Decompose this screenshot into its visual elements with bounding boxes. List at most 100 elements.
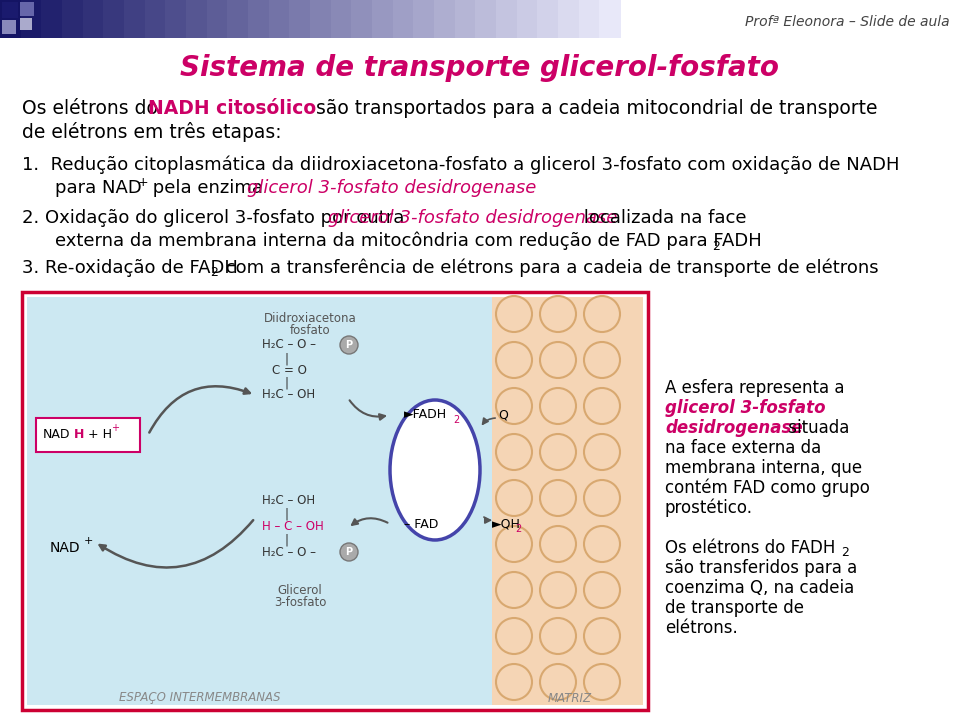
Text: externa da membrana interna da mitocôndria com redução de FAD para FADH: externa da membrana interna da mitocôndr… [55, 232, 761, 250]
Bar [206, 0, 228, 38]
Bar [289, 0, 311, 38]
Bar [41, 0, 63, 38]
Text: membrana interna, que: membrana interna, que [665, 459, 862, 477]
Text: fosfato: fosfato [290, 324, 330, 336]
Text: na face externa da: na face externa da [665, 439, 821, 457]
Text: 3-fosfato: 3-fosfato [274, 595, 326, 608]
Text: Diidroxiacetona: Diidroxiacetona [264, 311, 356, 325]
Bar [62, 0, 84, 38]
Text: H₂C – O –: H₂C – O – [262, 338, 320, 351]
Circle shape [496, 618, 532, 654]
Text: P: P [346, 547, 352, 557]
Text: Sistema de transporte glicerol-fosfato: Sistema de transporte glicerol-fosfato [180, 54, 780, 82]
Bar [310, 0, 331, 38]
Text: P: P [346, 340, 352, 350]
Text: Profª Eleonora – Slide de aula: Profª Eleonora – Slide de aula [745, 15, 950, 29]
Bar [599, 0, 621, 38]
Text: NADH citosólico: NADH citosólico [148, 99, 316, 118]
Bar [165, 0, 187, 38]
Text: são transferidos para a: são transferidos para a [665, 559, 857, 577]
Text: para NAD: para NAD [55, 179, 142, 197]
Bar [330, 0, 352, 38]
Circle shape [496, 526, 532, 562]
Text: 2: 2 [515, 524, 521, 534]
Text: Os elétrons do: Os elétrons do [22, 99, 164, 118]
Text: C = O: C = O [272, 364, 307, 378]
Circle shape [584, 572, 620, 608]
Bar [351, 0, 373, 38]
Text: de elétrons em três etapas:: de elétrons em três etapas: [22, 122, 281, 142]
Bar [83, 0, 105, 38]
Text: são transportados para a cadeia mitocondrial de transporte: são transportados para a cadeia mitocond… [310, 99, 877, 118]
Text: elétrons.: elétrons. [665, 619, 737, 637]
Text: +: + [138, 176, 149, 189]
Circle shape [584, 388, 620, 424]
Text: |: | [285, 353, 289, 365]
Circle shape [584, 480, 620, 516]
Circle shape [584, 296, 620, 332]
Bar [496, 0, 517, 38]
Text: H: H [74, 428, 84, 441]
Circle shape [496, 572, 532, 608]
Bar [21, 0, 42, 38]
Text: H – C – OH: H – C – OH [262, 520, 324, 532]
Bar [538, 0, 559, 38]
Circle shape [496, 480, 532, 516]
Bar [558, 0, 580, 38]
Bar [2, 20, 16, 34]
Bar [22, 292, 648, 710]
Text: |: | [285, 377, 289, 390]
Bar [27, 297, 507, 705]
Text: Glicerol: Glicerol [277, 584, 323, 597]
Bar [2, 2, 18, 18]
Bar [228, 0, 249, 38]
Text: 2: 2 [841, 547, 849, 560]
Text: Os elétrons do FADH: Os elétrons do FADH [665, 539, 835, 557]
Circle shape [496, 296, 532, 332]
Text: 2. Oxidação do glicerol 3-fosfato por outra: 2. Oxidação do glicerol 3-fosfato por ou… [22, 209, 410, 227]
Bar [248, 0, 270, 38]
Circle shape [540, 342, 576, 378]
Text: ESPAÇO INTERMEMBRANAS: ESPAÇO INTERMEMBRANAS [119, 691, 280, 704]
Text: coenzima Q, na cadeia: coenzima Q, na cadeia [665, 579, 854, 597]
Text: glicerol 3-fosfato desidrogenase: glicerol 3-fosfato desidrogenase [328, 209, 617, 227]
Circle shape [540, 480, 576, 516]
Bar [455, 0, 476, 38]
Text: de transporte de: de transporte de [665, 599, 804, 617]
Circle shape [540, 664, 576, 700]
Text: localizada na face: localizada na face [578, 209, 747, 227]
Text: prostético.: prostético. [665, 499, 753, 517]
Circle shape [584, 664, 620, 700]
Text: +: + [84, 536, 93, 546]
Circle shape [584, 342, 620, 378]
Text: H₂C – OH: H₂C – OH [262, 494, 315, 507]
Bar [145, 0, 166, 38]
Circle shape [340, 336, 358, 354]
Text: ►QH: ►QH [492, 518, 521, 531]
Text: desidrogenase: desidrogenase [665, 419, 803, 437]
Circle shape [496, 434, 532, 470]
Text: + H: + H [84, 428, 112, 441]
Text: glicerol 3-fosfato: glicerol 3-fosfato [665, 399, 826, 417]
Text: H₂C – OH: H₂C – OH [262, 388, 315, 401]
Text: +: + [111, 423, 119, 433]
Text: 1.  Redução citoplasmática da diidroxiacetona-fosfato a glicerol 3-fosfato com o: 1. Redução citoplasmática da diidroxiace… [22, 156, 900, 174]
Circle shape [340, 543, 358, 561]
Circle shape [540, 388, 576, 424]
Bar [186, 0, 207, 38]
Bar [124, 0, 146, 38]
Circle shape [540, 618, 576, 654]
Circle shape [540, 572, 576, 608]
Circle shape [540, 296, 576, 332]
Bar [104, 0, 125, 38]
Text: situada: situada [783, 419, 850, 437]
Bar [579, 0, 600, 38]
Circle shape [584, 618, 620, 654]
Text: A esfera representa a: A esfera representa a [665, 379, 845, 397]
Bar [434, 0, 456, 38]
Text: 2: 2 [453, 415, 459, 425]
Text: 2: 2 [210, 266, 218, 280]
Bar [269, 0, 290, 38]
Bar [0, 0, 22, 38]
Bar [372, 0, 394, 38]
